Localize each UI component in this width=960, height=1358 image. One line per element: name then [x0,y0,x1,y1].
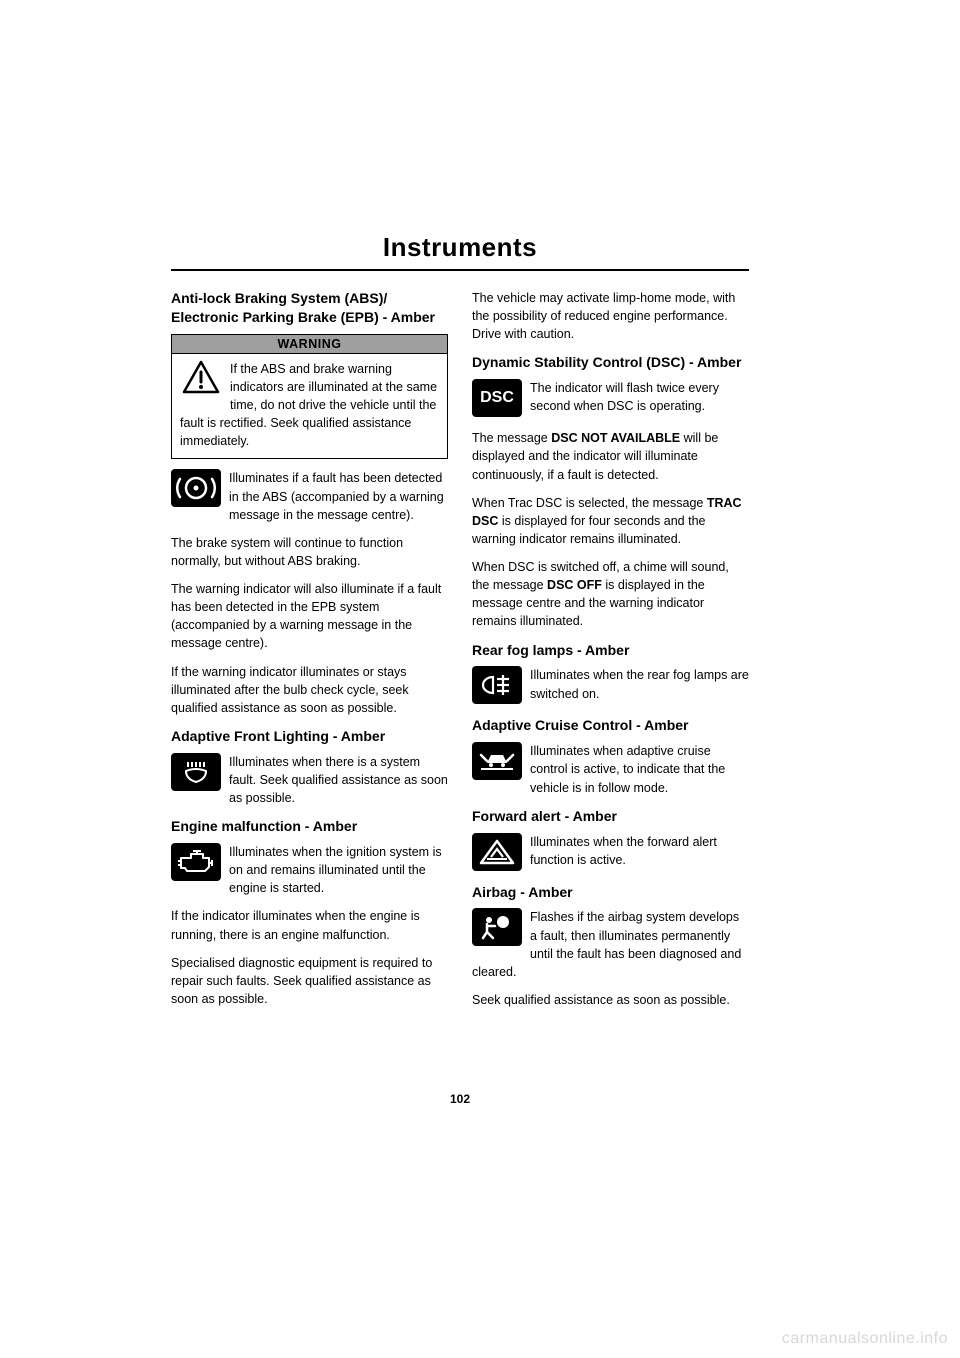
afs-icon [171,753,221,791]
watermark: carmanualsonline.info [782,1330,948,1348]
dsc-heading: Dynamic Stability Control (DSC) - Amber [472,353,749,372]
fwd-heading: Forward alert - Amber [472,807,749,826]
warning-label: WARNING [172,335,447,354]
abs-icon-text: Illuminates if a fault has been detected… [229,471,444,521]
engine-icon-block: Illuminates when the ignition system is … [171,843,448,897]
left-column: Anti-lock Braking System (ABS)/ Electron… [171,289,448,1019]
dsc-p1: The message DSC NOT AVAILABLE will be di… [472,429,749,483]
dsc-p2a: When Trac DSC is selected, the message [472,496,707,510]
page-number: 102 [171,1092,749,1106]
dsc-icon-label: DSC [480,389,514,407]
dsc-p3: When DSC is switched off, a chime will s… [472,558,749,631]
dsc-icon-text: The indicator will flash twice every sec… [530,381,719,413]
engine-icon [171,843,221,881]
forward-alert-icon [472,833,522,871]
dsc-icon-block: DSC The indicator will flash twice every… [472,379,749,419]
fog-heading: Rear fog lamps - Amber [472,641,749,660]
afs-icon-block: Illuminates when there is a system fault… [171,753,448,807]
abs-p3: If the warning indicator illuminates or … [171,663,448,717]
abs-icon [171,469,221,507]
warning-box: WARNING If the ABS and brake warning ind… [171,334,448,460]
dsc-icon: DSC [472,379,522,417]
dsc-p2: When Trac DSC is selected, the message T… [472,494,749,548]
two-column-layout: Anti-lock Braking System (ABS)/ Electron… [171,289,749,1019]
acc-heading: Adaptive Cruise Control - Amber [472,716,749,735]
fog-icon-text: Illuminates when the rear fog lamps are … [530,668,749,700]
airbag-p1: Seek qualified assistance as soon as pos… [472,991,749,1009]
limp-text: The vehicle may activate limp-home mode,… [472,289,749,343]
abs-icon-block: Illuminates if a fault has been detected… [171,469,448,523]
afs-icon-text: Illuminates when there is a system fault… [229,755,448,805]
engine-p2: Specialised diagnostic equipment is requ… [171,954,448,1008]
afs-heading: Adaptive Front Lighting - Amber [171,727,448,746]
airbag-heading: Airbag - Amber [472,883,749,902]
rear-fog-icon [472,666,522,704]
right-column: The vehicle may activate limp-home mode,… [472,289,749,1019]
fwd-icon-text: Illuminates when the forward alert funct… [530,835,717,867]
fwd-icon-block: Illuminates when the forward alert funct… [472,833,749,873]
acc-icon-block: Illuminates when adaptive cruise control… [472,742,749,796]
page-container: Instruments Anti-lock Braking System (AB… [171,232,749,1019]
dsc-p1a: The message [472,431,551,445]
acc-icon-text: Illuminates when adaptive cruise control… [530,744,725,794]
airbag-icon [472,908,522,946]
abs-p2: The warning indicator will also illumina… [171,580,448,653]
engine-p1: If the indicator illuminates when the en… [171,907,448,943]
airbag-icon-block: Flashes if the airbag system develops a … [472,908,749,981]
warning-triangle-icon [180,360,222,398]
dsc-p2c: is displayed for four seconds and the wa… [472,514,705,546]
dsc-p1b: DSC NOT AVAILABLE [551,431,680,445]
engine-icon-text: Illuminates when the ignition system is … [229,845,442,895]
abs-p1: The brake system will continue to functi… [171,534,448,570]
page-title: Instruments [171,232,749,263]
abs-heading: Anti-lock Braking System (ABS)/ Electron… [171,289,448,327]
acc-icon [472,742,522,780]
title-divider [171,269,749,271]
engine-heading: Engine malfunction - Amber [171,817,448,836]
dsc-p3b: DSC OFF [547,578,602,592]
fog-icon-block: Illuminates when the rear fog lamps are … [472,666,749,706]
warning-body: If the ABS and brake warning indicators … [172,354,447,459]
